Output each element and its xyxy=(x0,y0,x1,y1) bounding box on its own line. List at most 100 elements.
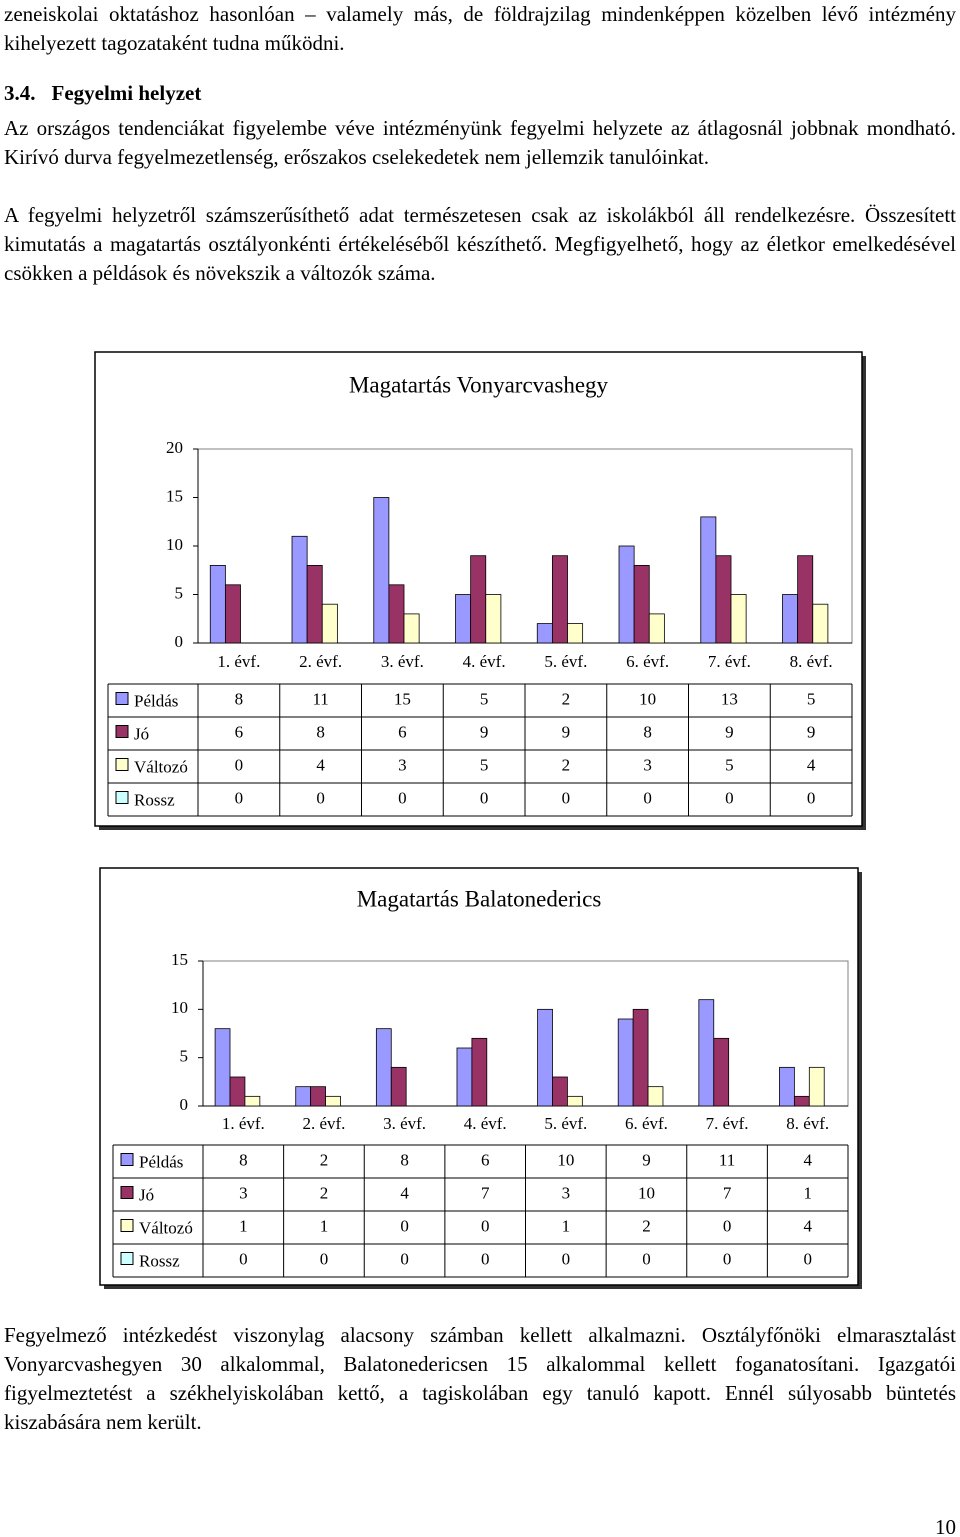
x-tick-label: 3. évf. xyxy=(381,652,424,671)
heading-title: Fegyelmi helyzet xyxy=(51,81,202,105)
bar xyxy=(373,497,390,644)
table-value: 0 xyxy=(235,788,244,807)
legend-label: Jó xyxy=(139,1185,154,1204)
x-tick-label: 6. évf. xyxy=(625,1114,668,1133)
paragraph: Az országos tendenciákat figyelembe véve… xyxy=(4,116,956,169)
y-tick-label: 15 xyxy=(171,950,188,969)
table-value: 7 xyxy=(481,1183,490,1202)
table-value: 7 xyxy=(723,1183,732,1202)
paragraph: Fegyelmező intézkedést viszonylag alacso… xyxy=(4,1323,956,1434)
heading: 3.4. Fegyelmi helyzet xyxy=(4,79,201,108)
bar xyxy=(471,1037,488,1107)
bar xyxy=(229,1076,246,1107)
table-value: 4 xyxy=(803,1150,812,1169)
table-value: 1 xyxy=(803,1183,812,1202)
table-value: 0 xyxy=(235,755,244,774)
x-tick-label: 4. évf. xyxy=(464,1114,507,1133)
table-value: 0 xyxy=(480,788,489,807)
bar xyxy=(618,545,635,644)
table-value: 10 xyxy=(638,1183,655,1202)
y-tick-label: 5 xyxy=(175,583,184,602)
table-value: 0 xyxy=(643,788,652,807)
bar xyxy=(321,603,338,644)
table-value: 8 xyxy=(400,1150,409,1169)
legend-label: Rossz xyxy=(134,790,175,809)
legend-key xyxy=(115,725,129,738)
bar xyxy=(295,1086,312,1107)
y-tick-label: 20 xyxy=(166,438,183,457)
bar xyxy=(388,584,405,644)
bar xyxy=(779,1066,795,1107)
table-value: 8 xyxy=(643,722,652,741)
heading-number: 3.4. xyxy=(4,81,36,105)
table-value: 0 xyxy=(723,1216,732,1235)
y-tick-label: 15 xyxy=(166,486,183,505)
x-tick-label: 8. évf. xyxy=(790,652,833,671)
bar xyxy=(633,565,650,644)
page-number: 10 xyxy=(935,1515,956,1537)
table-value: 2 xyxy=(320,1150,329,1169)
legend-label: Változó xyxy=(134,757,188,776)
table-value: 0 xyxy=(562,788,571,807)
table-value: 2 xyxy=(562,755,571,774)
legend-key xyxy=(115,692,129,705)
table-value: 3 xyxy=(643,755,652,774)
table-value: 1 xyxy=(320,1216,329,1235)
table-value: 10 xyxy=(639,689,656,708)
y-tick-label: 10 xyxy=(166,535,183,554)
legend-key xyxy=(120,1186,134,1199)
chart-title: Magatartás Balatonederics xyxy=(357,886,602,911)
x-tick-label: 4. évf. xyxy=(463,652,506,671)
bar xyxy=(647,1086,664,1107)
bar xyxy=(209,565,226,644)
legend-label: Változó xyxy=(139,1218,193,1237)
x-tick-label: 5. évf. xyxy=(544,1114,587,1133)
x-tick-label: 1. évf. xyxy=(217,652,260,671)
table-value: 0 xyxy=(316,788,325,807)
bar xyxy=(375,1028,392,1107)
table-value: 3 xyxy=(398,755,407,774)
table-value: 0 xyxy=(562,1249,571,1268)
table-value: 6 xyxy=(235,722,244,741)
table-value: 13 xyxy=(721,689,738,708)
bar xyxy=(456,1047,473,1107)
table-value: 15 xyxy=(394,689,411,708)
legend-key xyxy=(120,1252,134,1265)
table-value: 9 xyxy=(480,722,489,741)
bar xyxy=(782,594,799,644)
table-value: 10 xyxy=(557,1150,574,1169)
bar xyxy=(325,1095,341,1107)
table-value: 2 xyxy=(642,1216,651,1235)
bar xyxy=(715,555,732,644)
x-tick-label: 6. évf. xyxy=(626,652,669,671)
table-value: 5 xyxy=(480,755,489,774)
table-value: 6 xyxy=(481,1150,490,1169)
bar xyxy=(310,1086,326,1107)
paragraph: zeneiskolai oktatáshoz hasonlóan – valam… xyxy=(4,2,956,55)
table-value: 0 xyxy=(642,1249,651,1268)
table-value: 0 xyxy=(400,1216,409,1235)
bar xyxy=(485,594,502,644)
x-tick-label: 2. évf. xyxy=(302,1114,345,1133)
y-tick-label: 0 xyxy=(175,632,184,651)
bar xyxy=(632,1008,649,1107)
legend-key xyxy=(120,1219,134,1232)
table-value: 5 xyxy=(807,689,816,708)
table-value: 2 xyxy=(320,1183,329,1202)
bar xyxy=(470,555,487,644)
bar xyxy=(455,594,472,644)
table-value: 3 xyxy=(239,1183,248,1202)
bar xyxy=(797,555,814,644)
table-value: 9 xyxy=(562,722,571,741)
x-tick-label: 7. évf. xyxy=(706,1114,749,1133)
bar xyxy=(567,1095,583,1107)
bar xyxy=(551,555,568,644)
bar xyxy=(403,613,420,644)
bar xyxy=(617,1018,634,1107)
bar xyxy=(567,623,584,644)
table-value: 0 xyxy=(725,788,734,807)
table-value: 5 xyxy=(725,755,734,774)
chart-title: Magatartás Vonyarcvashegy xyxy=(349,372,609,397)
